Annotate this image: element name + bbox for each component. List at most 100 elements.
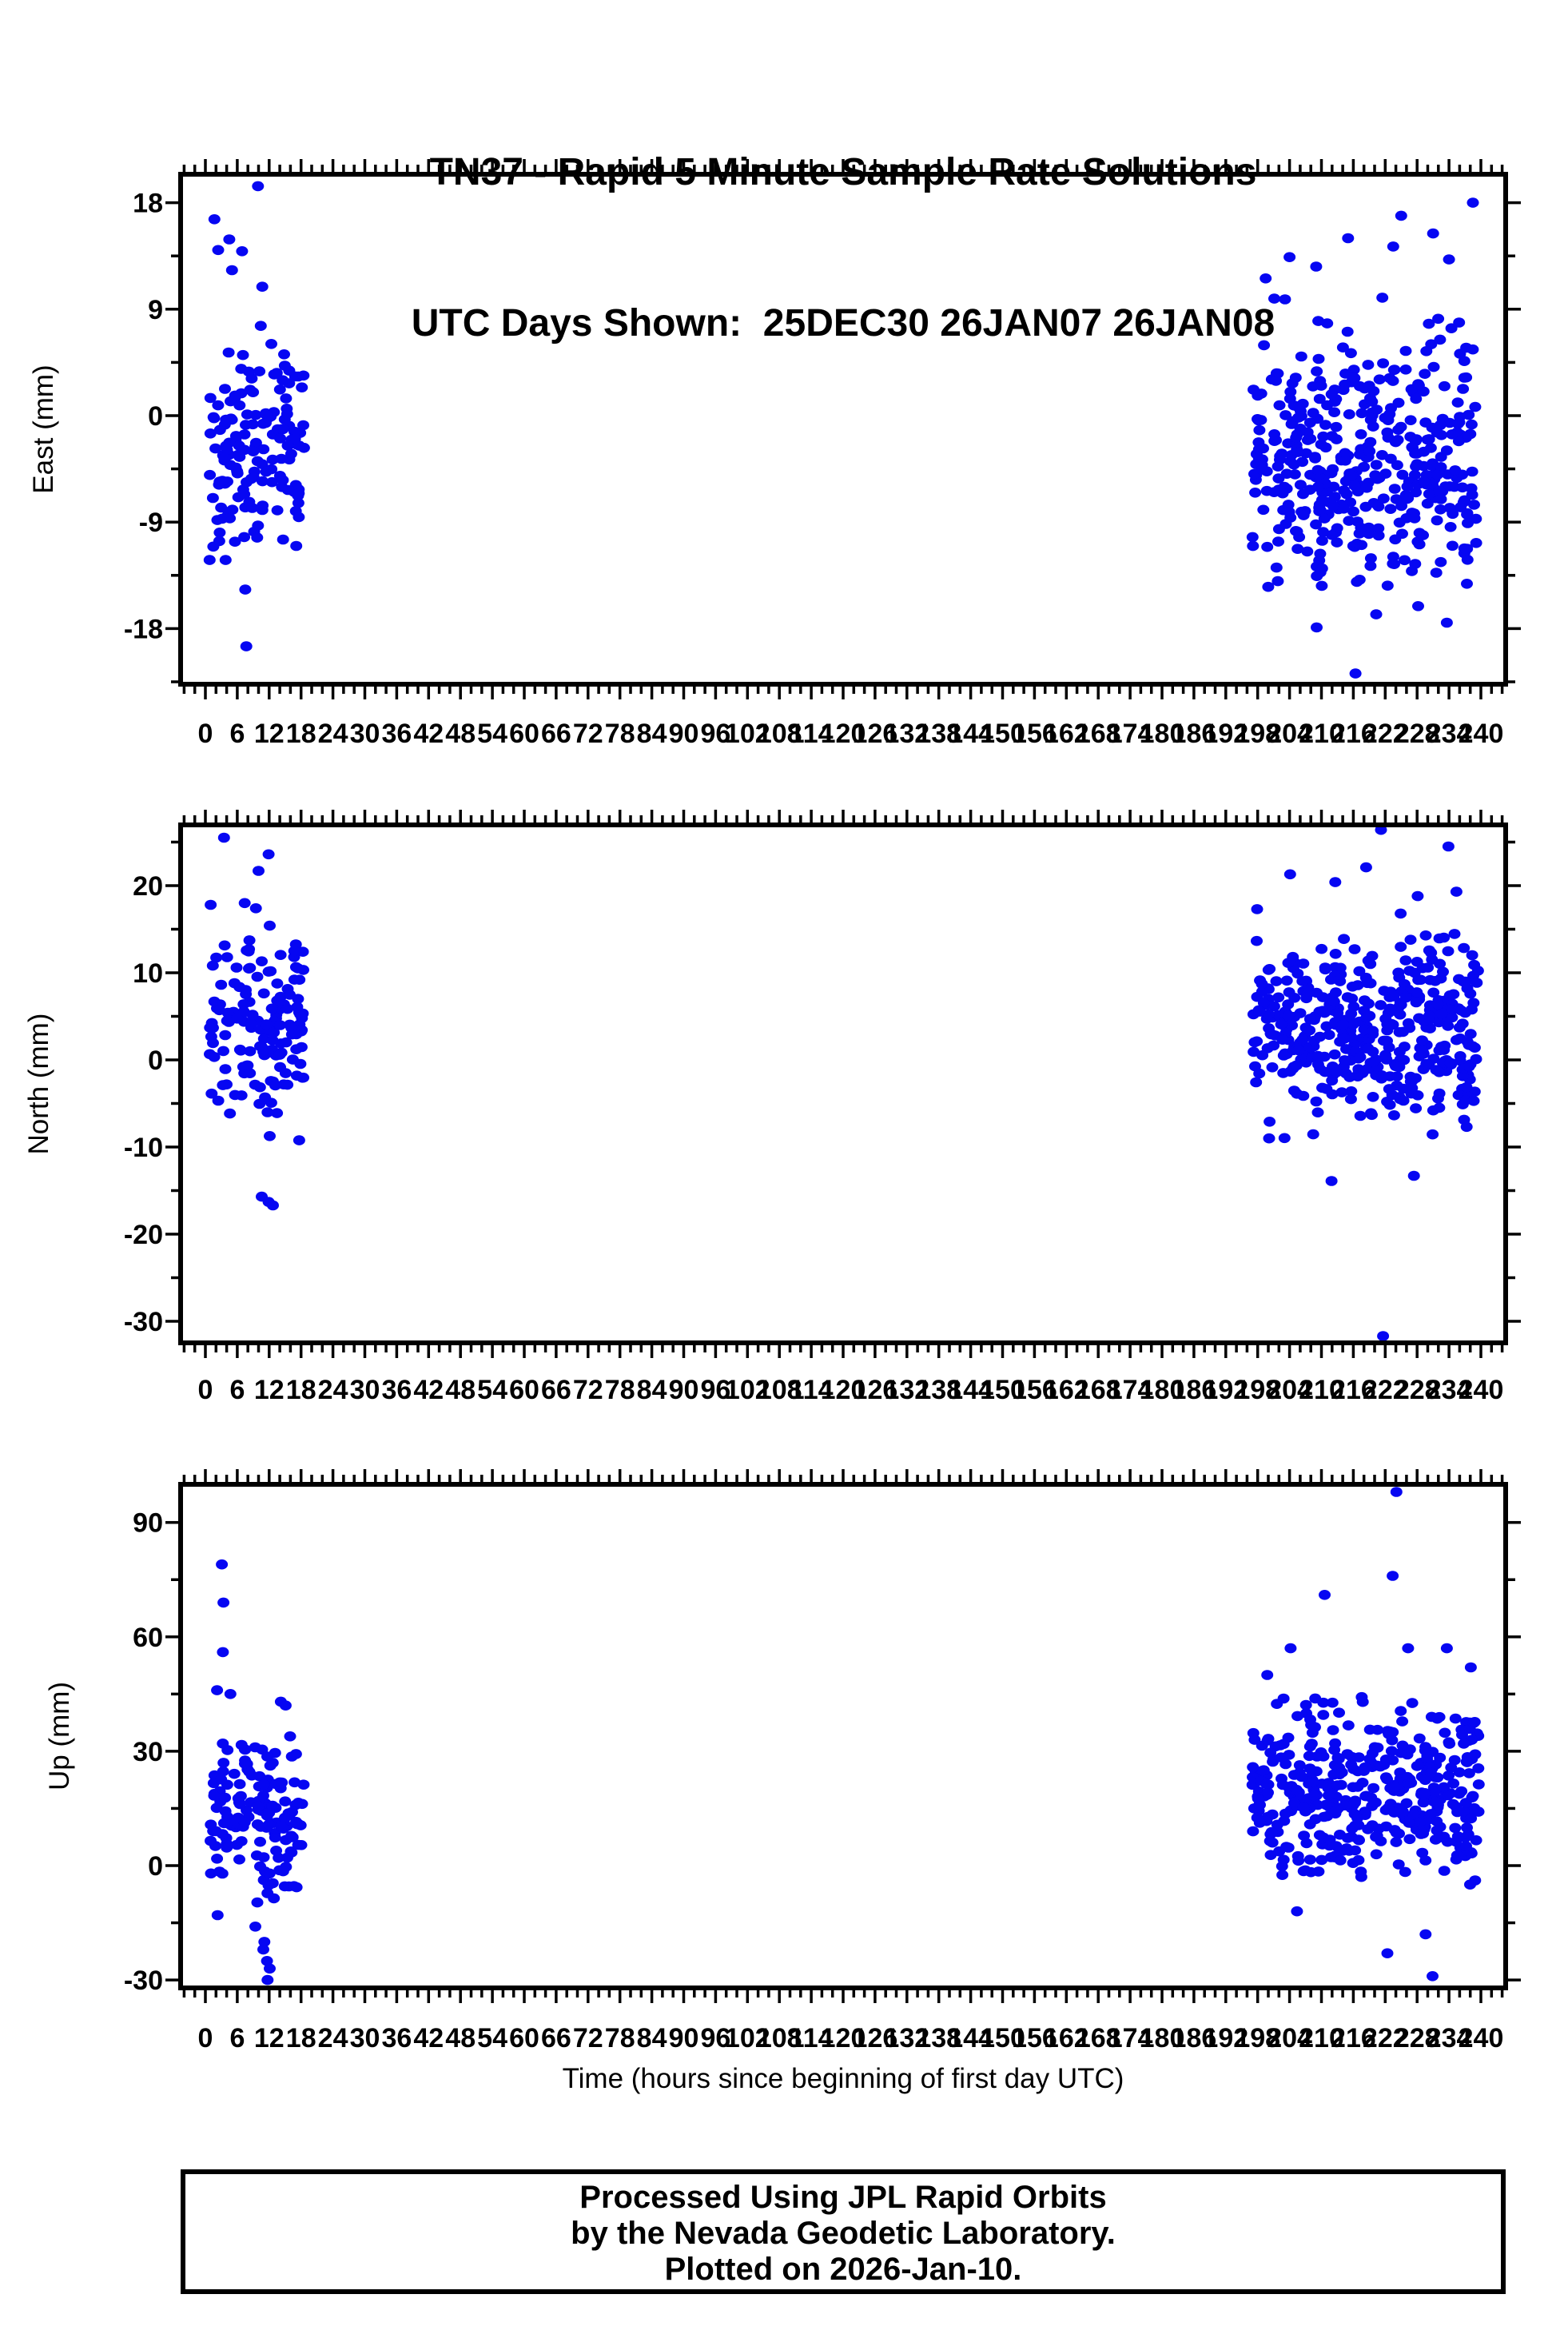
north-panel: 0 6 12 18 24 30 36 42 48 54 60 66 72 78 84 90 9610210811…: [124, 810, 1521, 1405]
svg-text:54: 54: [477, 2023, 507, 2053]
footer-box: Processed Using JPL Rapid Orbits by the …: [181, 2169, 1506, 2294]
scatter-plots: 0 6 12 18 24 30 36 42 48 54 60 66 72 78 84 90 9610210811…: [23, 159, 1521, 2094]
svg-text:222: 222: [1363, 2023, 1408, 2053]
east-data-points: [203, 181, 1482, 679]
chart-title-line2: UTC Days Shown: 25DEC30 26JAN07 26JAN08: [411, 302, 1275, 345]
svg-text:162: 162: [1044, 719, 1089, 749]
svg-text:108: 108: [757, 2023, 802, 2053]
svg-text:18: 18: [133, 189, 163, 219]
svg-text:216: 216: [1331, 719, 1376, 749]
svg-text:114: 114: [790, 2023, 834, 2053]
svg-text:186: 186: [1172, 719, 1217, 749]
svg-text:96: 96: [700, 2023, 730, 2053]
svg-text:156: 156: [1012, 2023, 1057, 2053]
up-tick-labels: 0 6 12 18 24 30 36 42 48 54 60 66 72 78 84 90 9610210811…: [124, 1508, 1504, 2053]
svg-text:144: 144: [948, 719, 993, 749]
svg-text:180: 180: [1140, 719, 1185, 749]
svg-text:78: 78: [605, 719, 635, 749]
svg-text:0: 0: [198, 719, 213, 749]
svg-text:162: 162: [1044, 2023, 1089, 2053]
north-tick-labels: 0 6 12 18 24 30 36 42 48 54 60 66 72 78 84 90 9610210811…: [124, 871, 1504, 1405]
svg-text:126: 126: [853, 719, 898, 749]
svg-text:36: 36: [381, 719, 412, 749]
svg-text:20: 20: [133, 871, 163, 902]
svg-text:36: 36: [381, 2023, 412, 2053]
svg-text:102: 102: [725, 2023, 770, 2053]
svg-text:78: 78: [605, 2023, 635, 2053]
svg-text:-18: -18: [124, 614, 163, 644]
svg-text:0: 0: [148, 1851, 163, 1882]
footer-line1: Processed Using JPL Rapid Orbits: [579, 2180, 1107, 2215]
svg-text:60: 60: [509, 1375, 539, 1405]
svg-text:-20: -20: [124, 1220, 163, 1250]
footer-line3: Plotted on 2026-Jan-10.: [664, 2252, 1022, 2287]
up-axis-label: Up (mm): [44, 1682, 75, 1790]
svg-text:192: 192: [1203, 2023, 1248, 2053]
svg-text:174: 174: [1108, 2023, 1153, 2053]
svg-text:120: 120: [821, 1375, 866, 1405]
up-data-points: [205, 1487, 1485, 1986]
svg-text:126: 126: [853, 2023, 898, 2053]
svg-text:78: 78: [605, 1375, 635, 1405]
svg-text:138: 138: [916, 719, 961, 749]
svg-text:10: 10: [133, 958, 163, 989]
svg-text:42: 42: [413, 1375, 444, 1405]
svg-text:192: 192: [1203, 1375, 1248, 1405]
svg-text:210: 210: [1299, 1375, 1344, 1405]
east-tick-labels: 0 6 12 18 24 30 36 42 48 54 60 66 72 78 84 90 9610210811…: [124, 189, 1504, 749]
svg-text:72: 72: [573, 719, 603, 749]
svg-text:198: 198: [1235, 719, 1280, 749]
svg-text:90: 90: [669, 719, 699, 749]
svg-text:12: 12: [254, 1375, 285, 1405]
svg-text:48: 48: [445, 1375, 476, 1405]
svg-text:204: 204: [1267, 1375, 1312, 1405]
svg-text:18: 18: [286, 719, 316, 749]
east-frame: [178, 172, 1508, 687]
svg-text:210: 210: [1299, 719, 1344, 749]
svg-text:96: 96: [700, 1375, 730, 1405]
svg-text:-30: -30: [124, 1307, 163, 1337]
svg-text:138: 138: [916, 2023, 961, 2053]
svg-text:168: 168: [1076, 719, 1121, 749]
footer-line2: by the Nevada Geodetic Laboratory.: [571, 2216, 1116, 2251]
svg-text:48: 48: [445, 2023, 476, 2053]
svg-text:84: 84: [637, 719, 667, 749]
svg-text:108: 108: [757, 719, 802, 749]
svg-text:240: 240: [1459, 719, 1504, 749]
svg-text:48: 48: [445, 719, 476, 749]
svg-text:6: 6: [229, 1375, 245, 1405]
svg-text:120: 120: [821, 2023, 866, 2053]
svg-text:30: 30: [350, 1375, 380, 1405]
north-axis-label: North (mm): [23, 1014, 54, 1155]
svg-text:186: 186: [1172, 2023, 1217, 2053]
east-ticks: [165, 159, 1521, 699]
svg-text:216: 216: [1331, 1375, 1376, 1405]
svg-text:9: 9: [148, 295, 163, 325]
svg-text:150: 150: [980, 1375, 1025, 1405]
svg-text:6: 6: [229, 2023, 245, 2053]
svg-text:204: 204: [1267, 2023, 1312, 2053]
svg-text:240: 240: [1459, 1375, 1504, 1405]
svg-text:18: 18: [286, 1375, 316, 1405]
svg-text:240: 240: [1459, 2023, 1504, 2053]
svg-text:234: 234: [1427, 2023, 1472, 2053]
svg-text:228: 228: [1395, 2023, 1440, 2053]
svg-text:150: 150: [980, 719, 1025, 749]
svg-text:72: 72: [573, 1375, 603, 1405]
svg-text:132: 132: [884, 1375, 929, 1405]
svg-text:-30: -30: [124, 1966, 163, 1996]
east-axis-label: East (mm): [28, 364, 59, 493]
north-frame: [178, 822, 1508, 1345]
svg-text:30: 30: [350, 2023, 380, 2053]
svg-text:114: 114: [790, 719, 834, 749]
svg-text:0: 0: [198, 1375, 213, 1405]
svg-text:66: 66: [541, 1375, 571, 1405]
svg-text:162: 162: [1044, 1375, 1089, 1405]
x-axis-title: Time (hours since beginning of first day…: [563, 2063, 1124, 2094]
svg-text:144: 144: [948, 1375, 993, 1405]
svg-text:90: 90: [133, 1508, 163, 1539]
svg-text:60: 60: [133, 1623, 163, 1653]
svg-text:60: 60: [509, 719, 539, 749]
svg-text:216: 216: [1331, 2023, 1376, 2053]
